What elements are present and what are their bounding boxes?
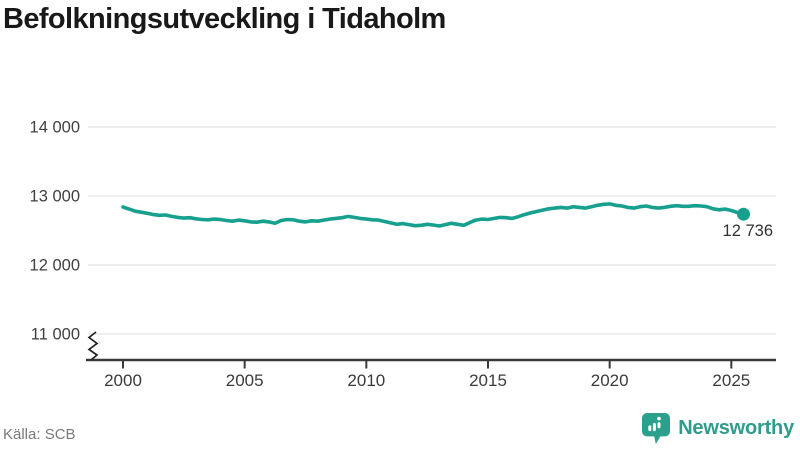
axis-break-zigzag: [87, 331, 99, 361]
newsworthy-logo-text: Newsworthy: [678, 417, 794, 439]
x-axis-tick-label: 2020: [591, 371, 629, 390]
newsworthy-logo: Newsworthy: [642, 413, 794, 444]
y-axis-tick-label: 14 000: [30, 119, 80, 137]
y-axis-tick-label: 12 000: [30, 257, 80, 275]
y-axis-tick-label: 11 000: [31, 326, 80, 344]
series-end-dot: [736, 207, 750, 221]
x-axis-tick-label: 2025: [712, 371, 750, 390]
page-title: Befolkningsutveckling i Tidaholm: [3, 3, 446, 35]
newsworthy-bubble-chart-icon: [642, 413, 671, 444]
y-axis-tick-label: 13 000: [30, 188, 80, 206]
population-series-line: [121, 202, 746, 228]
source-note: Källa: SCB: [3, 426, 76, 443]
x-axis-tick-label: 2005: [226, 371, 264, 390]
x-axis-tick-label: 2015: [469, 371, 507, 390]
x-axis-tick-label: 2010: [347, 371, 385, 390]
last-value-label: 12 736: [722, 222, 773, 240]
x-axis-tick-label: 2000: [104, 371, 142, 390]
